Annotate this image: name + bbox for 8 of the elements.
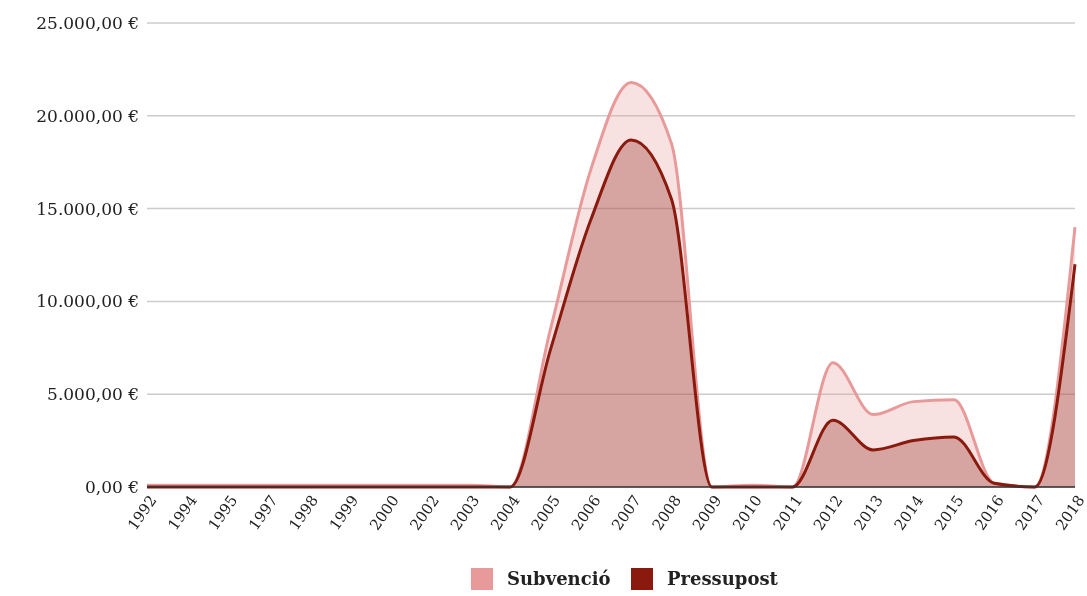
y-tick-label: 20.000,00 € <box>36 105 139 126</box>
legend-label: Subvenció <box>507 568 611 590</box>
legend-label: Pressupost <box>667 568 779 590</box>
y-tick-label: 25.000,00 € <box>36 12 139 33</box>
y-tick-label: 15.000,00 € <box>36 198 139 219</box>
y-tick-label: 0,00 € <box>84 476 139 497</box>
y-tick-label: 5.000,00 € <box>47 384 139 405</box>
y-tick-label: 10.000,00 € <box>36 291 139 312</box>
